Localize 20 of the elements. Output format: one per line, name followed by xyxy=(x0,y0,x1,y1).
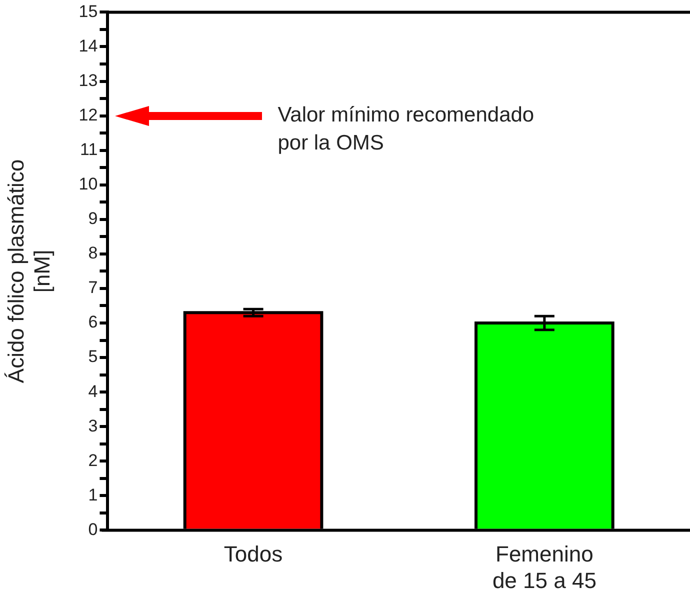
x-tick-label: Femenino de 15 a 45 xyxy=(492,541,596,593)
y-tick-label: 6 xyxy=(88,312,98,332)
x-tick-label: Todos xyxy=(224,541,283,566)
y-tick-label: 1 xyxy=(88,485,98,504)
y-tick-label: 15 xyxy=(78,2,98,21)
y-tick-label: 3 xyxy=(88,416,98,436)
y-tick-label: 5 xyxy=(88,347,98,366)
y-tick-label: 9 xyxy=(88,209,98,228)
y-tick-label: 13 xyxy=(78,70,98,90)
y-tick-label: 14 xyxy=(78,36,98,56)
y-tick-label: 0 xyxy=(88,520,98,539)
y-axis-title: Ácido fólico plasmático [nM] xyxy=(3,159,55,384)
y-tick-label: 8 xyxy=(88,244,98,263)
y-tick-label: 10 xyxy=(78,174,98,194)
y-tick-label: 2 xyxy=(88,450,98,470)
y-tick-label: 4 xyxy=(88,382,98,401)
y-tick-label: 11 xyxy=(80,140,98,160)
y-tick-label: 12 xyxy=(78,105,98,124)
annotation: Valor mínimo recomendado por la OMS xyxy=(278,104,534,155)
y-tick-label: 7 xyxy=(88,278,98,298)
